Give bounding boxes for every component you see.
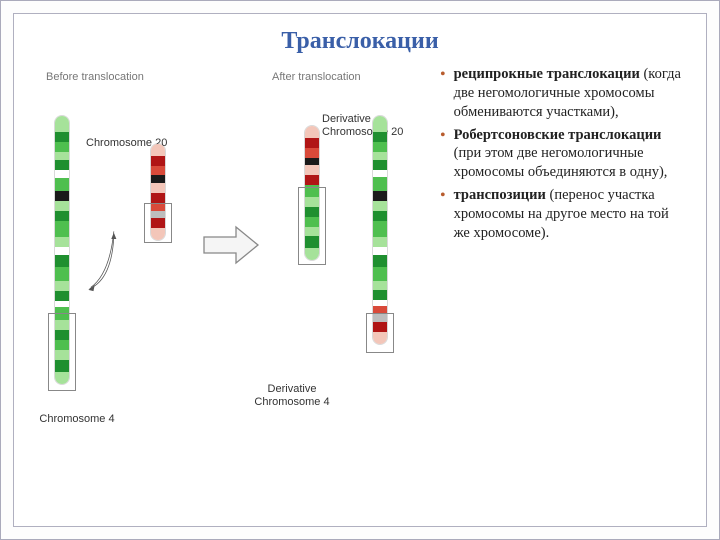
box-der20-bottom: [298, 187, 326, 265]
bullet-item: •реципрокные транслокации (когда две нег…: [440, 65, 688, 122]
label-der4-l1: Derivative: [268, 383, 317, 395]
box-chr20-bottom: [144, 203, 172, 243]
label-der20-l2: Chromosome 20: [322, 126, 403, 138]
bullet-text: транспозиции (перенос участка хромосомы …: [454, 186, 688, 243]
chromosome-4-after: [372, 115, 388, 345]
content-row: Before translocation After translocation…: [14, 55, 706, 465]
label-der4: Derivative Chromosome 4: [242, 383, 342, 408]
bullet-item: •транспозиции (перенос участка хромосомы…: [440, 186, 688, 243]
bullet-text: Робертсоновские транслокации (при этом д…: [454, 126, 688, 183]
bullet-icon: •: [440, 126, 446, 183]
label-der20-l1: Derivative: [322, 113, 371, 125]
translocation-diagram: Before translocation After translocation…: [32, 65, 432, 465]
box-der4-bottom: [366, 313, 394, 353]
bullet-list: •реципрокные транслокации (когда две нег…: [440, 65, 688, 465]
bullet-icon: •: [440, 186, 446, 243]
before-label: Before translocation: [46, 71, 144, 83]
label-der4-l2: Chromosome 4: [254, 396, 329, 408]
after-label: After translocation: [272, 71, 361, 83]
big-arrow-icon: [202, 225, 260, 265]
bullet-item: •Робертсоновские транслокации (при этом …: [440, 126, 688, 183]
label-chr4: Chromosome 4: [32, 413, 122, 426]
box-chr4-bottom: [48, 313, 76, 391]
bullet-text: реципрокные транслокации (когда две него…: [454, 65, 688, 122]
swap-arrows-icon: [76, 225, 130, 295]
slide-frame: Транслокации Before translocation After …: [13, 13, 707, 527]
bullet-icon: •: [440, 65, 446, 122]
slide-title: Транслокации: [14, 14, 706, 55]
